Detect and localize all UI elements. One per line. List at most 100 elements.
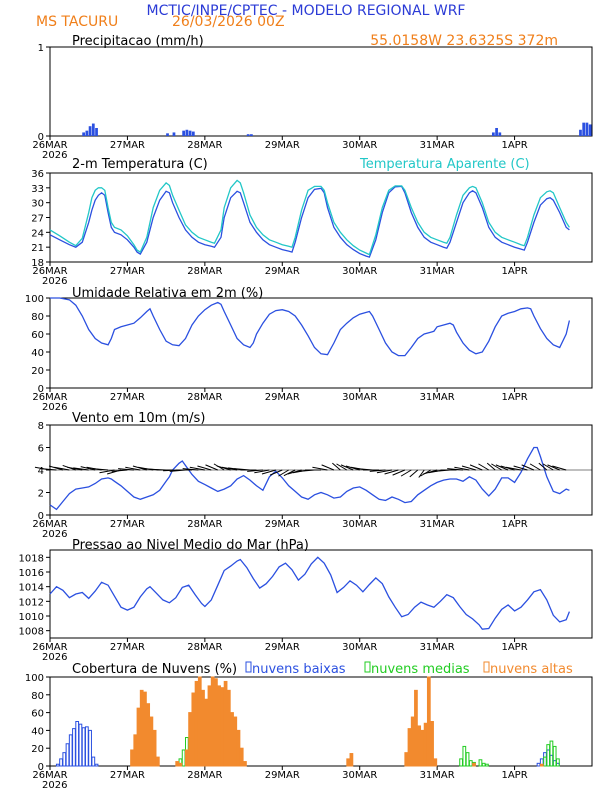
legend-swatch <box>483 661 490 673</box>
nuvens-medias-bar <box>485 763 489 767</box>
precipitation-bar <box>172 132 176 136</box>
wind-arrow <box>321 464 335 471</box>
y-tick-label: 24 <box>31 228 44 239</box>
y-tick-label: 100 <box>25 294 44 305</box>
nuvens-altas-bar <box>220 687 225 767</box>
nuvens-altas-bar <box>204 698 209 767</box>
nuvens-baixas-bar <box>68 734 73 767</box>
nuvens-altas-bar <box>349 753 354 767</box>
nuvens-baixas-bar <box>81 727 86 767</box>
precipitation-bar <box>246 134 250 136</box>
wind-arrow <box>278 469 289 477</box>
x-tick-label: 28MAR <box>187 266 222 277</box>
wind-arrow <box>418 469 425 478</box>
x-tick-label: 31MAR <box>420 770 455 781</box>
x-tick-label: 31MAR <box>420 266 455 277</box>
x-year-label: 2026 <box>42 150 67 161</box>
nuvens-altas-bar <box>410 716 415 767</box>
nuvens-altas-bar <box>223 680 228 767</box>
nuvens-medias-bar <box>462 745 467 767</box>
x-tick-label: 27MAR <box>110 519 145 530</box>
nuvens-altas-bar <box>152 729 157 767</box>
nuvens-baixas-bar <box>65 743 70 767</box>
cloud-cover-panel: Cobertura de Nuvens (%) nuvens baixas nu… <box>25 661 593 791</box>
precipitation-bar <box>495 127 498 136</box>
cloud-cover-panel-title: Cobertura de Nuvens (%) <box>72 662 237 677</box>
nuvens-altas-bar <box>423 722 428 767</box>
precipitation-bar <box>579 129 582 136</box>
nuvens-medias-bar <box>549 740 554 767</box>
x-tick-label: 27MAR <box>110 392 145 403</box>
wind-arrow <box>478 463 490 471</box>
pressure-panel: Pressao ao Nivel Medio do Mar (hPa) 1008… <box>19 538 593 663</box>
wind-arrow <box>529 463 541 471</box>
precipitation-bar <box>585 122 589 136</box>
y-tick-label: 2 <box>38 489 44 500</box>
nuvens-altas-bar <box>139 689 144 767</box>
nuvens-altas-bar <box>149 716 154 767</box>
precipitation-bar <box>498 132 502 136</box>
nuvens-medias-bar <box>181 749 186 767</box>
wind-arrow <box>312 466 328 471</box>
wind-arrow <box>125 466 141 471</box>
nuvens-altas-bar <box>214 678 218 767</box>
x-tick-label: 28MAR <box>187 770 222 781</box>
nuvens-altas-bar <box>210 676 215 767</box>
wind-arrow <box>552 465 567 471</box>
nuvens-medias-bar <box>546 744 551 767</box>
x-year-label: 2026 <box>42 402 67 413</box>
nuvens-altas-bar <box>233 716 238 767</box>
x-tick-label: 30MAR <box>342 519 377 530</box>
nuvens-altas-bar <box>191 692 196 767</box>
nuvens-altas-bar <box>133 734 138 767</box>
nuvens-altas-bar <box>188 712 192 767</box>
x-tick-label: 30MAR <box>342 770 377 781</box>
temperatura-aparente-line <box>49 179 570 256</box>
x-tick-label: 1APR <box>501 266 527 277</box>
wind-arrow <box>495 464 509 471</box>
y-tick-label: 27 <box>31 214 44 225</box>
x-tick-label: 29MAR <box>265 140 300 151</box>
x-tick-label: 27MAR <box>110 140 145 151</box>
wind-arrow <box>336 463 348 471</box>
wind-arrow <box>80 466 96 471</box>
nuvens-altas-bar <box>197 676 202 767</box>
precipitation-bar <box>95 127 98 136</box>
wind-arrow <box>400 469 412 477</box>
wind-arrow <box>513 465 528 471</box>
y-tick-label: 20 <box>31 744 44 755</box>
y-tick-label: 1018 <box>19 553 44 564</box>
wind-arrow <box>54 466 70 471</box>
wind-arrow <box>409 469 419 478</box>
precipitation-bar <box>91 123 95 136</box>
x-tick-label: 27MAR <box>110 770 145 781</box>
nuvens-altas-bar <box>420 729 425 767</box>
nuvens-altas-bar <box>417 725 422 767</box>
nuvens-altas-bar <box>136 707 141 767</box>
y-tick-label: 1016 <box>19 568 44 579</box>
wind-arrow <box>384 469 399 475</box>
nuvens-baixas-bar <box>94 763 99 767</box>
wind-arrow <box>197 465 212 471</box>
nuvens-altas-bar <box>175 761 180 767</box>
y-tick-label: 60 <box>31 330 44 341</box>
wind-arrow <box>469 464 483 471</box>
wind-arrow <box>205 464 218 471</box>
nuvens-baixas-bar <box>62 752 67 767</box>
nuvens-medias-bar <box>459 758 463 767</box>
x-year-label: 2026 <box>42 780 67 791</box>
precipitation-bar <box>166 133 169 136</box>
y-tick-label: 0 <box>38 132 44 143</box>
apparent-temperature-legend: Temperatura Aparente (C) <box>359 157 530 172</box>
wind-arrow <box>542 463 554 471</box>
umidade-relativa-line <box>50 297 571 357</box>
x-tick-label: 30MAR <box>342 392 377 403</box>
x-tick-label: 31MAR <box>420 519 455 530</box>
precipitation-bar <box>582 122 586 136</box>
precipitation-bar <box>185 129 189 136</box>
y-tick-label: 30 <box>31 199 44 210</box>
nuvens-baixas-bar <box>55 763 60 767</box>
wind-arrow <box>73 467 89 471</box>
x-year-label: 2026 <box>42 276 67 287</box>
nuvens-medias-bar <box>478 759 483 767</box>
